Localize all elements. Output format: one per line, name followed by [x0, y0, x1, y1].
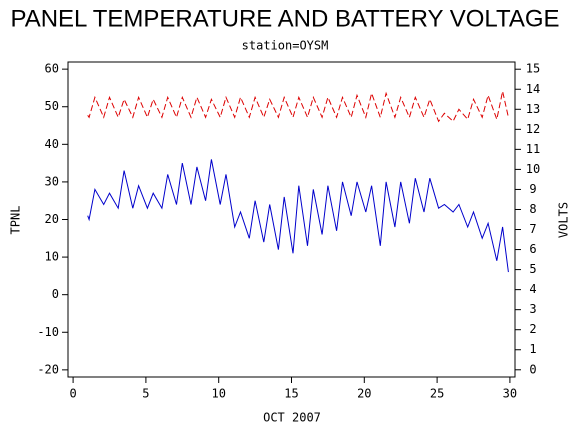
y2-tick-label: 2 [529, 322, 536, 336]
series-line [87, 159, 509, 273]
x-tick-label: 5 [142, 387, 149, 401]
y-tick-label: 20 [45, 212, 59, 226]
x-tick-label: 10 [211, 387, 225, 401]
y2-tick-label: 13 [526, 102, 540, 116]
y2-tick-label: 0 [529, 362, 536, 376]
y-tick-label: 0 [52, 287, 59, 301]
y-tick-label: 30 [45, 174, 59, 188]
x-tick-label: 20 [357, 387, 371, 401]
x-tick-label: 25 [430, 387, 444, 401]
y2-tick-label: 12 [526, 122, 540, 136]
y2-tick-label: 7 [529, 222, 536, 236]
y2-tick-label: 5 [529, 262, 536, 276]
x-tick-label: 15 [284, 387, 298, 401]
y2-tick-label: 4 [529, 282, 536, 296]
y2-tick-label: 3 [529, 302, 536, 316]
y-tick-label: -20 [37, 362, 59, 376]
x-tick-label: 30 [503, 387, 517, 401]
y2-tick-label: 10 [526, 162, 540, 176]
y-tick-label: 10 [45, 250, 59, 264]
y2-tick-label: 8 [529, 202, 536, 216]
y2-tick-label: 6 [529, 242, 536, 256]
y2-tick-label: 14 [526, 82, 540, 96]
y-tick-label: -10 [37, 325, 59, 339]
y2-tick-label: 11 [526, 142, 540, 156]
y2-tick-label: 9 [529, 182, 536, 196]
y-tick-label: 50 [45, 99, 59, 113]
y-axis-label: TPNL [9, 206, 23, 235]
x-axis-label: OCT 2007 [263, 411, 321, 425]
y-tick-label: 40 [45, 137, 59, 151]
y-tick-label: 60 [45, 62, 59, 76]
y2-axis-label: VOLTS [557, 202, 570, 238]
chart-subtitle: station=OYSM [242, 39, 329, 53]
y2-tick-label: 15 [526, 62, 540, 76]
series-line [87, 91, 509, 123]
chart-title: PANEL TEMPERATURE AND BATTERY VOLTAGE [10, 5, 559, 32]
y2-tick-label: 1 [529, 342, 536, 356]
x-tick-label: 0 [69, 387, 76, 401]
